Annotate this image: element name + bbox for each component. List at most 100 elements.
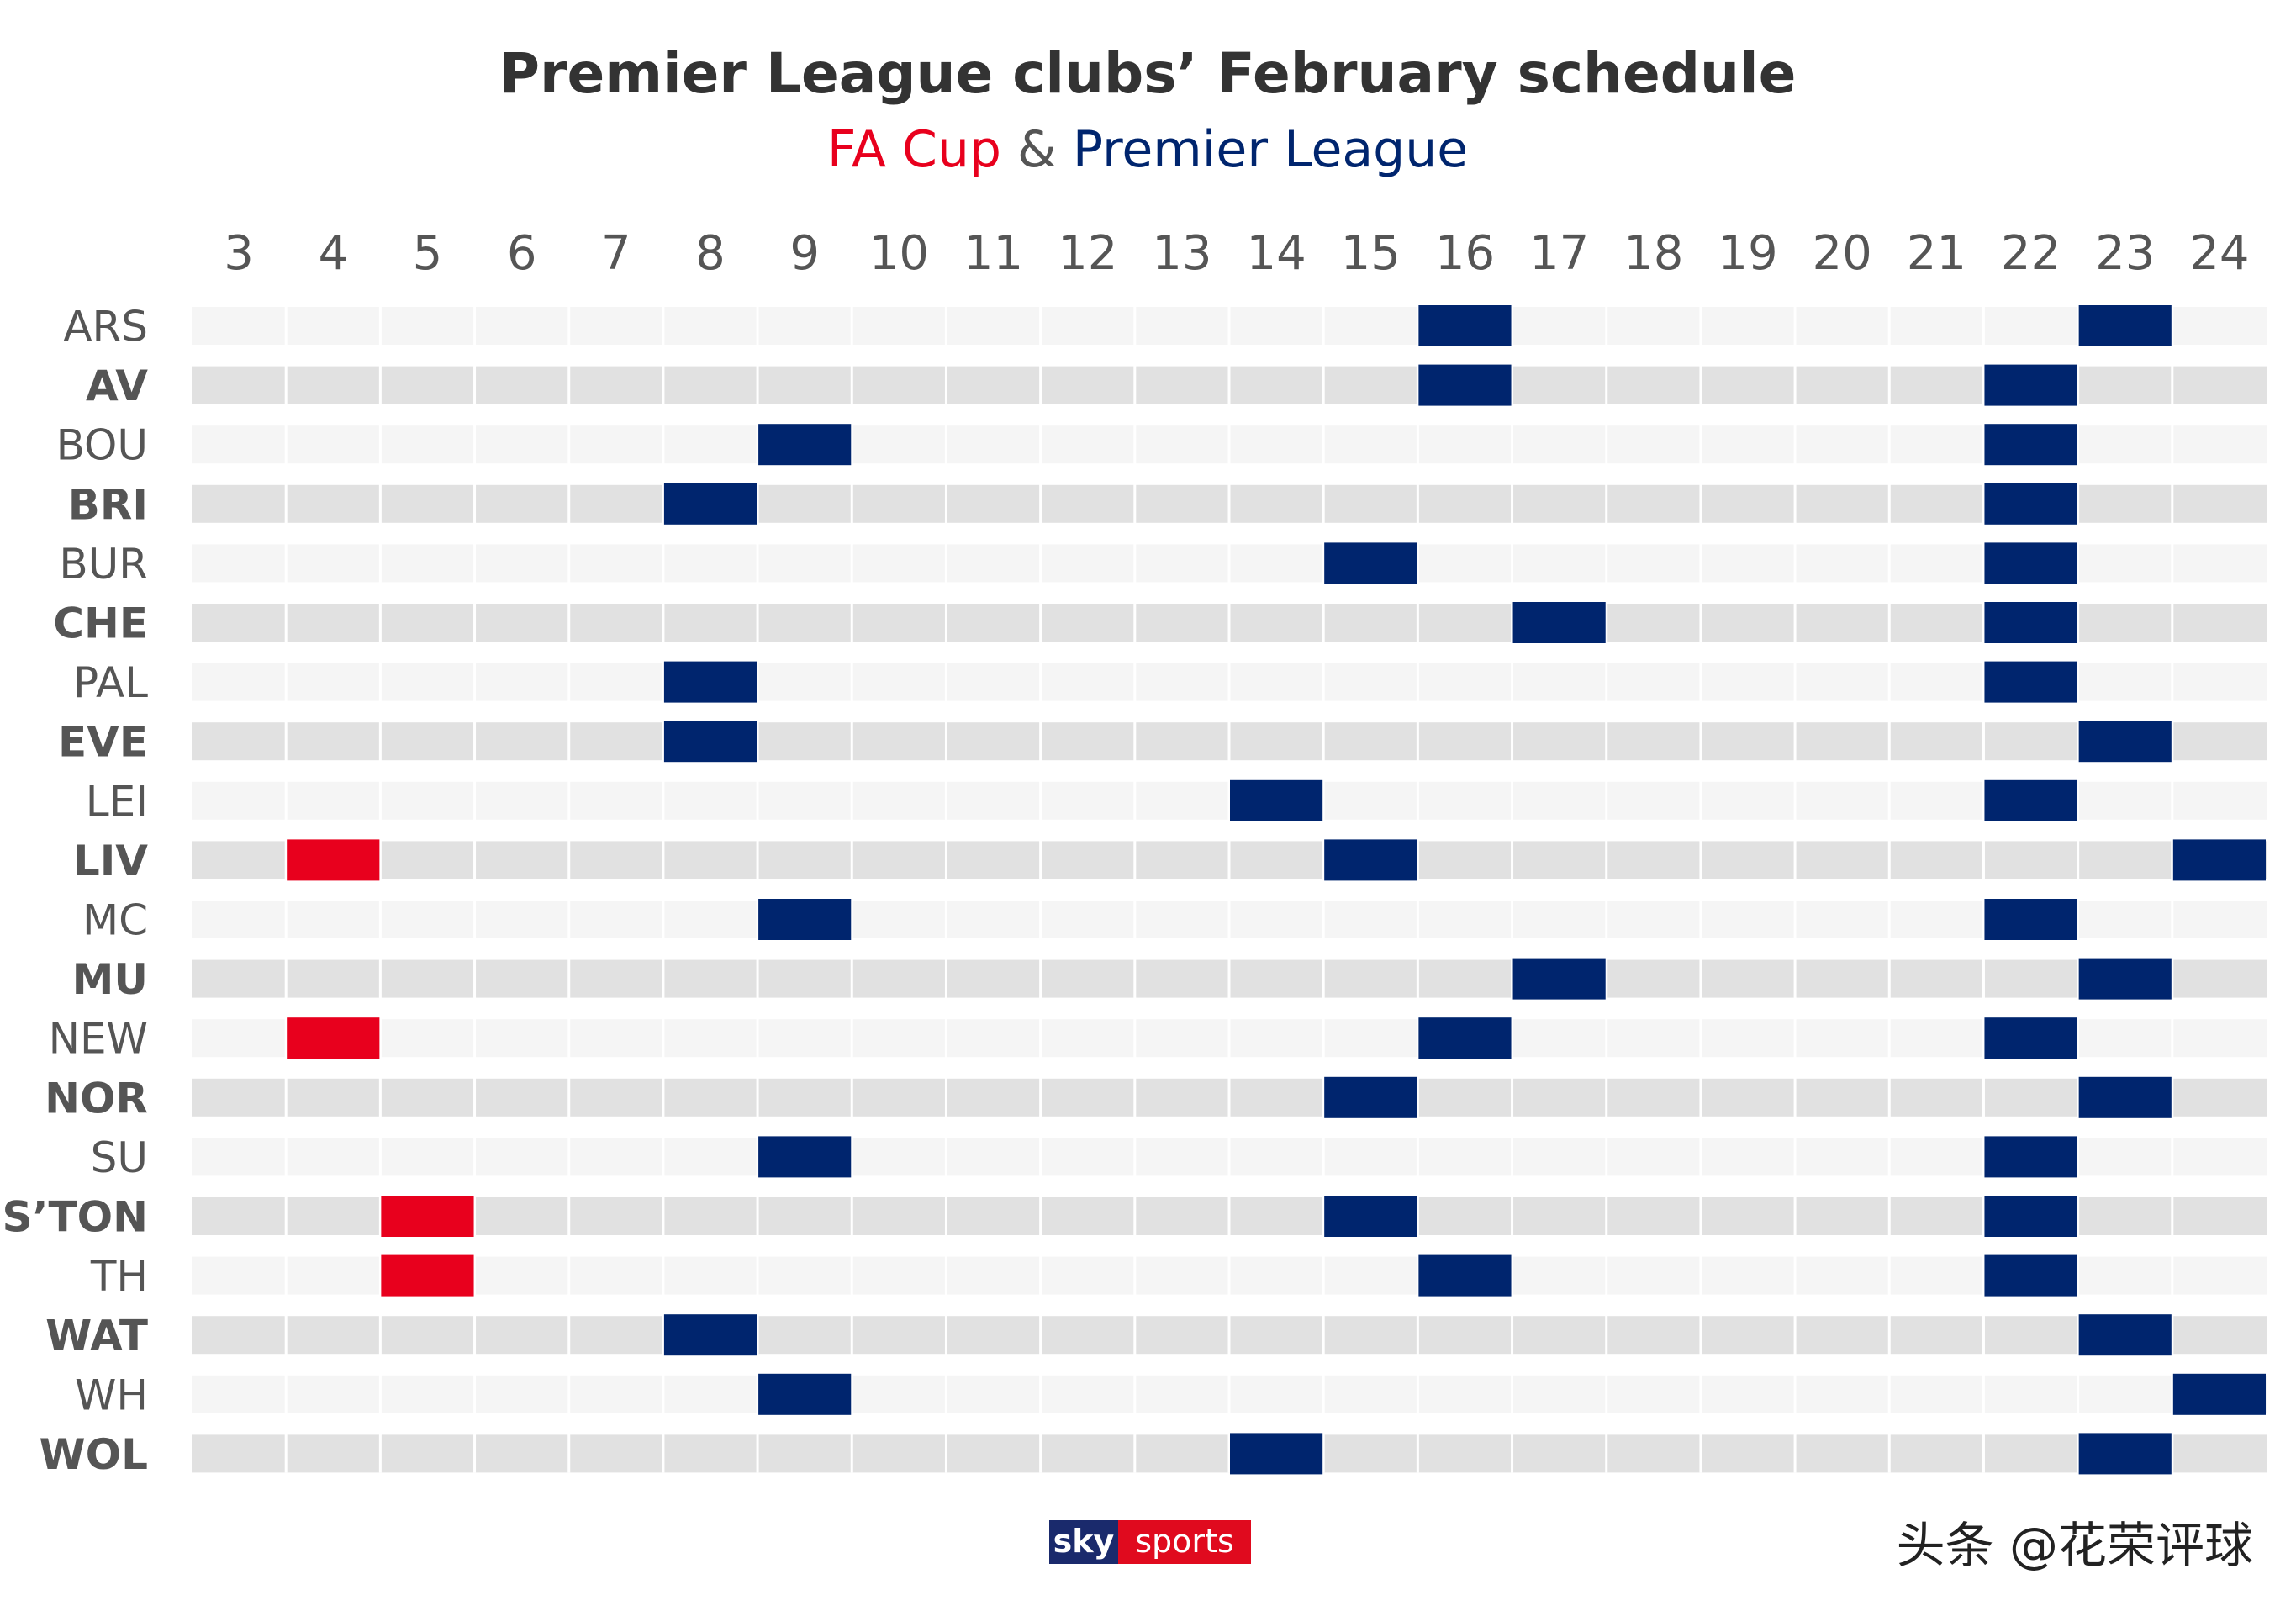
club-label: MU [72, 955, 148, 1004]
premier-league-match [1984, 1254, 2077, 1297]
sky-sports-logo: sky sports [1049, 1520, 1251, 1564]
day-label: 12 [1058, 226, 1117, 281]
premier-league-match [663, 721, 757, 763]
club-label: MC [82, 896, 148, 945]
chart-title: Premier League clubs’ February schedule [499, 41, 1797, 106]
day-labels: 3 4 5 6 7 8 9 10 11 12 13 14 15 16 17 18 19 20 21 22 23 24 [224, 226, 2249, 281]
club-label: WAT [45, 1312, 148, 1360]
club-label: WOL [39, 1430, 148, 1479]
premier-league-match [1984, 483, 2077, 525]
premier-league-match [1984, 661, 2077, 703]
day-label: 20 [1813, 226, 1872, 281]
fa-cup-match [381, 1254, 474, 1297]
watermark-text: 头条 @花荣评球 [1897, 1517, 2253, 1574]
day-label: 19 [1718, 226, 1777, 281]
premier-league-match [1418, 305, 1512, 346]
day-label: 17 [1529, 226, 1589, 281]
premier-league-match [758, 1136, 852, 1178]
day-label: 9 [789, 226, 820, 281]
club-label: NOR [45, 1074, 148, 1122]
premier-league-match [1984, 602, 2077, 643]
club-label: ARS [63, 303, 148, 351]
premier-league-match [2172, 839, 2266, 881]
match-marks [287, 305, 2266, 1475]
day-label: 15 [1341, 226, 1401, 281]
premier-league-match [2078, 1076, 2172, 1118]
grid-lines [284, 307, 2174, 1473]
club-label: S’TON [3, 1193, 148, 1242]
premier-league-match [1984, 779, 2077, 821]
premier-league-match [663, 1314, 757, 1356]
premier-league-match [1512, 958, 1606, 1000]
premier-league-match [1324, 542, 1417, 584]
premier-league-match [1230, 779, 1323, 821]
day-label: 6 [507, 226, 537, 281]
day-label: 5 [413, 226, 443, 281]
premier-league-match [2078, 958, 2172, 1000]
logo-sports-text: sports [1135, 1523, 1234, 1560]
club-label: CHE [53, 600, 148, 648]
club-label: LIV [73, 837, 148, 885]
premier-league-match [2078, 1433, 2172, 1475]
premier-league-match [1512, 602, 1606, 643]
day-label: 24 [2189, 226, 2249, 281]
logo-sports-bg [1118, 1520, 1251, 1564]
club-label: TH [90, 1252, 148, 1301]
subtitle-separator: & [1001, 120, 1073, 179]
premier-league-match [1324, 1196, 1417, 1237]
logo-sky-text: sky [1053, 1523, 1115, 1560]
premier-league-match [663, 483, 757, 525]
premier-league-match [1984, 1196, 2077, 1237]
premier-league-match [1418, 1017, 1512, 1059]
premier-league-match [1984, 899, 2077, 940]
premier-league-match [663, 661, 757, 703]
day-label: 11 [963, 226, 1023, 281]
day-label: 10 [869, 226, 929, 281]
club-label: WH [75, 1371, 148, 1419]
premier-league-match [1984, 424, 2077, 466]
day-label: 4 [318, 226, 348, 281]
premier-league-match [758, 899, 852, 940]
club-label: BUR [59, 540, 148, 589]
chart-subtitle: FA Cup & Premier League [827, 120, 1468, 179]
club-label: BRI [68, 480, 148, 529]
club-label: NEW [49, 1015, 148, 1064]
day-label: 22 [2001, 226, 2061, 281]
day-label: 21 [1907, 226, 1966, 281]
premier-league-match [1418, 1254, 1512, 1297]
day-label: 7 [601, 226, 631, 281]
premier-league-match [2078, 721, 2172, 763]
premier-league-match [1984, 542, 2077, 584]
club-label: EVE [58, 718, 148, 767]
fa-cup-match [287, 839, 380, 881]
subtitle-fa-cup: FA Cup [827, 120, 1001, 179]
day-label: 8 [695, 226, 726, 281]
premier-league-match [1984, 1136, 2077, 1178]
premier-league-match [1984, 364, 2077, 406]
premier-league-match [1418, 364, 1512, 406]
premier-league-match [1324, 1076, 1417, 1118]
club-label: SU [91, 1133, 148, 1182]
day-label: 3 [224, 226, 254, 281]
premier-league-match [1324, 839, 1417, 881]
subtitle-premier-league: Premier League [1073, 120, 1468, 179]
fa-cup-match [287, 1017, 380, 1059]
premier-league-match [758, 424, 852, 466]
club-label: BOU [56, 421, 148, 470]
club-labels: ARS AV BOU BRI BUR CHE PAL EVE LEI LIV MC MU NEW NOR S… [3, 303, 149, 1479]
club-label: AV [86, 362, 148, 410]
day-label: 18 [1623, 226, 1683, 281]
premier-league-match [2078, 305, 2172, 346]
day-label: 14 [1246, 226, 1306, 281]
fa-cup-match [381, 1196, 474, 1237]
club-label: PAL [73, 658, 148, 707]
day-label: 23 [2095, 226, 2155, 281]
premier-league-match [1984, 1017, 2077, 1059]
premier-league-match [758, 1373, 852, 1415]
club-label: LEI [86, 777, 148, 826]
premier-league-match [2172, 1373, 2266, 1415]
day-label: 13 [1152, 226, 1211, 281]
day-label: 16 [1435, 226, 1495, 281]
logo-sky-bg [1049, 1520, 1118, 1564]
